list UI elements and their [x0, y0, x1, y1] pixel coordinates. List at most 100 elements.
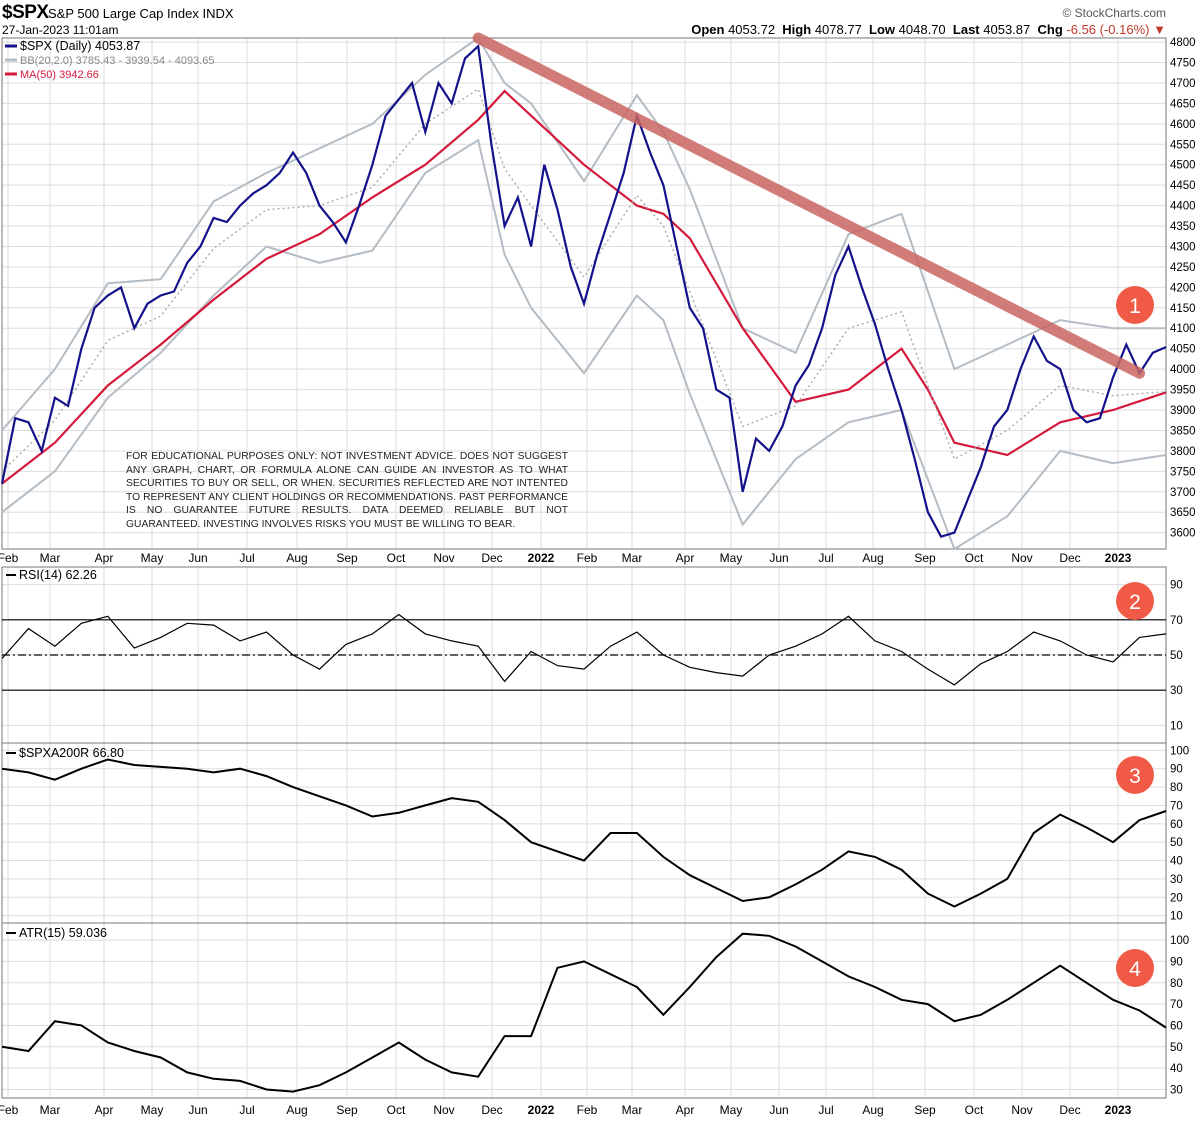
panel-frame	[1, 922, 1167, 1099]
x-tick-label: Feb	[0, 551, 19, 565]
x-tick-label: Oct	[387, 551, 406, 565]
x-tick-label: Apr	[95, 551, 114, 565]
y-tick-label: 100	[1170, 935, 1189, 947]
y-tick-label: 4300	[1170, 241, 1196, 253]
y-tick-label: 4700	[1170, 78, 1196, 90]
x-tick-label: May	[141, 551, 164, 565]
y-tick-label: 4550	[1170, 139, 1196, 151]
x-tick-label: 2022	[528, 551, 555, 565]
y-tick-label: 4200	[1170, 282, 1196, 294]
x-tick-label: Jul	[239, 1103, 254, 1117]
disclaimer-box: FOR EDUCATIONAL PURPOSES ONLY: NOT INVES…	[126, 451, 568, 530]
index-name: S&P 500 Large Cap Index INDX	[48, 6, 234, 21]
y-tick-label: 30	[1170, 874, 1183, 886]
x-tick-label: Nov	[433, 1103, 454, 1117]
x-tick-label: Mar	[40, 551, 61, 565]
x-tick-label: Apr	[676, 551, 695, 565]
y-tick-label: 3900	[1170, 405, 1196, 417]
rsi-line	[1, 613, 1167, 686]
x-tick-label: Dec	[1059, 1103, 1080, 1117]
y-tick-label: 3650	[1170, 507, 1196, 519]
chart-header: $SPX S&P 500 Large Cap Index INDX 27-Jan…	[0, 0, 1204, 38]
annotation-badge	[1116, 949, 1154, 987]
x-tick-label: Nov	[433, 551, 454, 565]
y-tick-label: 3600	[1170, 528, 1196, 540]
spxa200r-panel: 10 20 30 40 50 60 70 80 90 100 $SPXA200R 66.80 3	[1, 742, 1189, 924]
quote-bar: Open 4053.72 High 4078.77 Low 4048.70 La…	[691, 22, 1166, 37]
downtrend-line	[472, 32, 1146, 379]
x-tick-label: Aug	[286, 551, 307, 565]
y-tick-label: 3950	[1170, 385, 1196, 397]
chg-label: Chg	[1037, 22, 1063, 37]
y-tick-label: 3850	[1170, 425, 1196, 437]
rsi-panel: 10 30 50 70 90 RSI(14) 62.26 2	[1, 566, 1183, 744]
x-tick-label: Nov	[1011, 1103, 1032, 1117]
atr-label: ATR(15) 59.036	[19, 926, 107, 940]
x-tick-label: Aug	[862, 551, 883, 565]
y-tick-label: 30	[1170, 685, 1183, 697]
high-value: 4078.77	[814, 22, 862, 37]
x-tick-label: 2022	[528, 1103, 555, 1117]
panel-frame	[1, 37, 1167, 550]
x-tick-label: Aug	[286, 1103, 307, 1117]
x-tick-label: Oct	[387, 1103, 406, 1117]
x-tick-label: 2023	[1105, 551, 1132, 565]
legend-entry: MA(50) 3942.66	[20, 69, 99, 81]
x-tick-label: Oct	[965, 1103, 984, 1117]
legend-entry: BB(20,2.0) 3785.43 - 3939.54 - 4093.65	[20, 55, 214, 67]
y-tick-label: 4150	[1170, 303, 1196, 315]
y-tick-label: 80	[1170, 978, 1183, 990]
badge-number: 2	[1129, 591, 1141, 614]
badge-number: 1	[1129, 295, 1141, 318]
badge-number: 3	[1129, 765, 1141, 788]
x-tick-label: Feb	[0, 1103, 19, 1117]
x-tick-label: Jun	[188, 1103, 207, 1117]
x-tick-label: 2023	[1105, 1103, 1132, 1117]
y-tick-label: 4650	[1170, 98, 1196, 110]
y-tick-label: 4600	[1170, 119, 1196, 131]
y-tick-label: 3700	[1170, 487, 1196, 499]
legend-entry: $SPX (Daily) 4053.87	[20, 39, 140, 53]
y-tick-label: 4100	[1170, 323, 1196, 335]
x-tick-label: Apr	[95, 1103, 114, 1117]
annotation-badge	[1116, 286, 1154, 324]
rsi-label: RSI(14) 62.26	[19, 568, 97, 582]
x-tick-label: Sep	[914, 551, 936, 565]
ticker-symbol[interactable]: $SPX	[2, 2, 49, 23]
chg-value: -6.56 (-0.16%)	[1066, 22, 1150, 37]
bb-lower-band	[1, 138, 1167, 551]
x-tick-label: Jun	[769, 551, 788, 565]
price-panel: 3600 3650 3700 3750 3800 3850 3900 3950 4000 4050…	[0, 32, 1196, 565]
annotation-badge	[1116, 582, 1154, 620]
y-tick-label: 90	[1170, 580, 1183, 592]
x-tick-label: Feb	[577, 551, 598, 565]
x-tick-label: Jun	[188, 551, 207, 565]
brand-label[interactable]: © StockCharts.com	[1062, 6, 1166, 20]
x-tick-label: Sep	[336, 1103, 358, 1117]
y-tick-label: 60	[1170, 1020, 1183, 1032]
y-tick-label: 50	[1170, 837, 1183, 849]
x-tick-label: Sep	[336, 551, 358, 565]
open-value: 4053.72	[728, 22, 776, 37]
last-label: Last	[952, 22, 980, 37]
y-tick-label: 70	[1170, 615, 1183, 627]
disclaimer-text: FOR EDUCATIONAL PURPOSES ONLY: NOT INVES…	[126, 451, 568, 530]
y-tick-label: 3800	[1170, 446, 1196, 458]
x-tick-label: May	[720, 551, 743, 565]
x-tick-label: Feb	[577, 1103, 598, 1117]
y-tick-label: 60	[1170, 819, 1183, 831]
y-tick-label: 90	[1170, 764, 1183, 776]
y-tick-label: 70	[1170, 800, 1183, 812]
y-tick-label: 40	[1170, 856, 1183, 868]
y-tick-label: 30	[1170, 1084, 1183, 1096]
bb-upper-band	[1, 36, 1166, 432]
x-tick-label: Mar	[622, 551, 643, 565]
x-tick-label: May	[720, 1103, 743, 1117]
x-tick-label: Sep	[914, 1103, 936, 1117]
y-tick-label: 4000	[1170, 364, 1196, 376]
y-tick-label: 4050	[1170, 344, 1196, 356]
exchange-label: INDX	[202, 6, 234, 21]
y-tick-label: 10	[1170, 911, 1183, 923]
atr-line	[1, 932, 1167, 1093]
